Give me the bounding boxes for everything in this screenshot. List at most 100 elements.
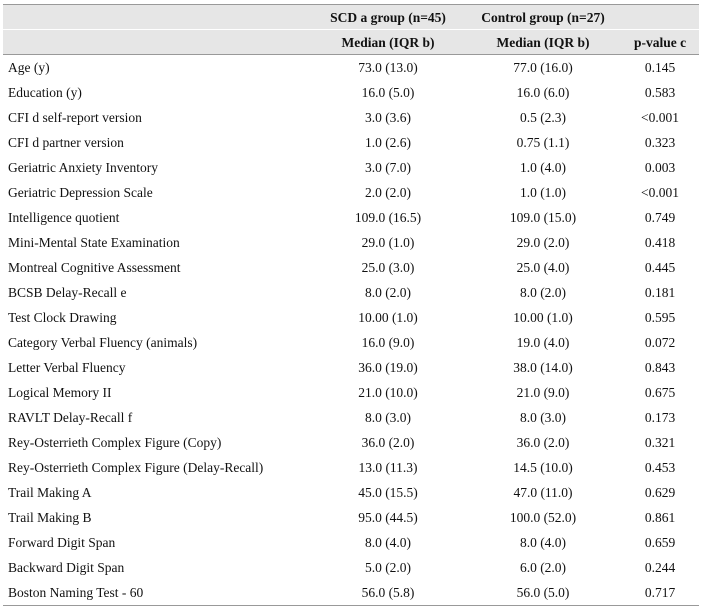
row-label: Backward Digit Span [8, 560, 125, 575]
cell: 0.453 [644, 460, 676, 475]
cell: 3.0 (7.0) [364, 160, 412, 175]
cell: 29.0 (2.0) [516, 235, 570, 250]
data-row: Intelligence quotient 109.0 (16.5) 109.0 (… [3, 205, 699, 230]
data-row: CFI d self-report version 3.0 (3.6) 0.5 (2… [3, 105, 699, 130]
cell: 0.244 [644, 560, 676, 575]
data-row: Trail Making A 45.0 (15.5) 47.0 (11.0) 0.62… [3, 480, 699, 505]
cell: 25.0 (4.0) [516, 260, 570, 275]
cell: 0.629 [644, 485, 676, 500]
cell: 16.0 (6.0) [516, 85, 570, 100]
row-label: Trail Making B [8, 510, 92, 525]
data-row: Category Verbal Fluency (animals) 16.0 (9… [3, 330, 699, 355]
cell: 2.0 (2.0) [364, 185, 412, 200]
cell: 0.659 [644, 535, 676, 550]
row-label: Rey-Osterrieth Complex Figure (Delay-Rec… [8, 460, 264, 475]
header-cell: Control group (n=27) [481, 10, 605, 25]
cell: 0.843 [644, 360, 676, 375]
cell: 77.0 (16.0) [513, 60, 573, 75]
header-cell: Median (IQR b) [496, 35, 590, 50]
data-row: BCSB Delay-Recall e 8.0 (2.0) 8.0 (2.0) 0.1… [3, 280, 699, 305]
data-row: Montreal Cognitive Assessment 25.0 (3.0) 2… [3, 255, 699, 280]
header-row: SCD a group (n=45) Control group (n=27) [3, 5, 699, 30]
cell: 25.0 (3.0) [361, 260, 415, 275]
cell: 0.323 [644, 135, 676, 150]
cell: 8.0 (3.0) [519, 410, 567, 425]
cell: 36.0 (2.0) [361, 435, 415, 450]
row-label: Geriatric Depression Scale [8, 185, 153, 200]
cell: 0.749 [644, 210, 676, 225]
cell: 19.0 (4.0) [516, 335, 570, 350]
header-cell: Median (IQR b) [341, 35, 435, 50]
row-label: Category Verbal Fluency (animals) [8, 335, 198, 350]
row-label: Forward Digit Span [8, 535, 116, 550]
cell: 0.003 [644, 160, 676, 175]
header-cell: SCD a group (n=45) [330, 10, 446, 25]
row-label: Rey-Osterrieth Complex Figure (Copy) [8, 435, 222, 450]
row-label: Test Clock Drawing [8, 310, 117, 325]
row-label: CFI d self-report version [8, 110, 142, 125]
cell: 8.0 (2.0) [519, 285, 567, 300]
cell: 5.0 (2.0) [364, 560, 412, 575]
cell: 36.0 (19.0) [358, 360, 418, 375]
cell: 14.5 (10.0) [513, 460, 573, 475]
row-label: Intelligence quotient [8, 210, 120, 225]
cell: 36.0 (2.0) [516, 435, 570, 450]
header-row: Median (IQR b) Median (IQR b) p-value c [3, 30, 699, 55]
rule [3, 605, 699, 606]
data-row: Test Clock Drawing 10.00 (1.0) 10.00 (1.0)… [3, 305, 699, 330]
data-row: Logical Memory II 21.0 (10.0) 21.0 (9.0) 0.… [3, 380, 699, 405]
cell: 8.0 (4.0) [519, 535, 567, 550]
data-row: Age (y) 73.0 (13.0) 77.0 (16.0) 0.145 [3, 55, 699, 80]
data-row: Boston Naming Test - 60 56.0 (5.8) 56.0 (5… [3, 580, 699, 605]
cell: 21.0 (10.0) [358, 385, 418, 400]
rule [3, 54, 699, 55]
data-row: Forward Digit Span 8.0 (4.0) 8.0 (4.0) 0.65… [3, 530, 699, 555]
cell: <0.001 [641, 110, 679, 125]
cell: 100.0 (52.0) [509, 510, 577, 525]
data-row: Trail Making B 95.0 (44.5) 100.0 (52.0) 0.8… [3, 505, 699, 530]
cell: 0.145 [644, 60, 676, 75]
cell: 1.0 (1.0) [519, 185, 567, 200]
cell: 45.0 (15.5) [358, 485, 418, 500]
row-label: Logical Memory II [8, 385, 112, 400]
data-row: RAVLT Delay-Recall f 8.0 (3.0) 8.0 (3.0) 0.… [3, 405, 699, 430]
data-row: Geriatric Anxiety Inventory 3.0 (7.0) 1.0 … [3, 155, 699, 180]
row-label: Montreal Cognitive Assessment [8, 260, 181, 275]
data-row: Geriatric Depression Scale 2.0 (2.0) 1.0 (… [3, 180, 699, 205]
data-row: Mini-Mental State Examination 29.0 (1.0) 2… [3, 230, 699, 255]
cell: 13.0 (11.3) [358, 460, 418, 475]
cell: <0.001 [641, 185, 679, 200]
cell: 29.0 (1.0) [361, 235, 415, 250]
row-label: Age (y) [8, 60, 50, 75]
cell: 0.445 [644, 260, 676, 275]
cell: 16.0 (9.0) [361, 335, 415, 350]
header-cell: p-value c [633, 35, 687, 50]
cell: 0.418 [644, 235, 676, 250]
cell: 8.0 (3.0) [364, 410, 412, 425]
row-label: Mini-Mental State Examination [8, 235, 180, 250]
cell: 0.072 [644, 335, 676, 350]
row-label: Trail Making A [8, 485, 92, 500]
cell: 0.675 [644, 385, 676, 400]
cell: 0.75 (1.1) [516, 135, 570, 150]
cell: 0.321 [644, 435, 676, 450]
cell: 1.0 (2.6) [364, 135, 412, 150]
cell: 56.0 (5.0) [516, 585, 570, 600]
cell: 1.0 (4.0) [519, 160, 567, 175]
cell: 16.0 (5.0) [361, 85, 415, 100]
row-label: CFI d partner version [8, 135, 124, 150]
cell: 109.0 (16.5) [354, 210, 422, 225]
cell: 109.0 (15.0) [509, 210, 577, 225]
row-label: Boston Naming Test - 60 [8, 585, 144, 600]
cell: 0.595 [644, 310, 676, 325]
row-label: RAVLT Delay-Recall f [8, 410, 133, 425]
data-row: Education (y) 16.0 (5.0) 16.0 (6.0) 0.583 [3, 80, 699, 105]
data-row: Rey-Osterrieth Complex Figure (Delay-Rec… [3, 455, 699, 480]
row-label: Education (y) [8, 85, 82, 100]
row-label: Geriatric Anxiety Inventory [8, 160, 158, 175]
cell: 0.717 [644, 585, 676, 600]
data-row: Letter Verbal Fluency 36.0 (19.0) 38.0 (14… [3, 355, 699, 380]
data-row: CFI d partner version 1.0 (2.6) 0.75 (1.1)… [3, 130, 699, 155]
cell: 8.0 (4.0) [364, 535, 412, 550]
